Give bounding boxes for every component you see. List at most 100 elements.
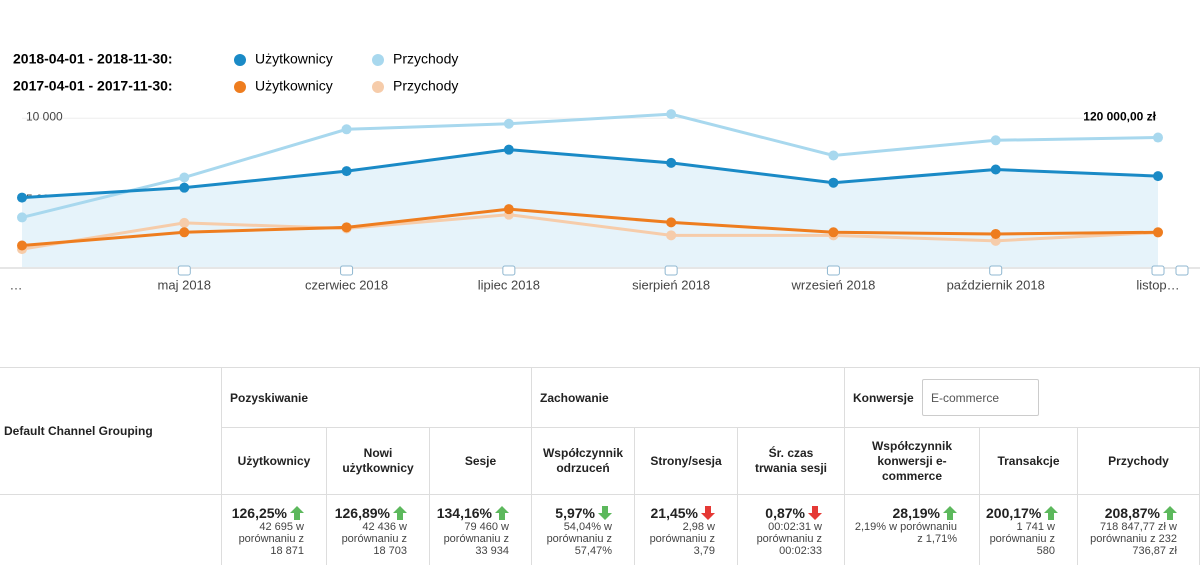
legend-label: Przychody: [393, 51, 458, 67]
change-detail: 2,98 w porównaniu z 3,79: [649, 521, 715, 557]
point: [828, 177, 839, 188]
point: [503, 118, 514, 129]
data-cell: 28,19% 2,19% w porównaniu z 1,71%: [845, 495, 980, 565]
point: [341, 222, 352, 233]
change-value: 0,87%: [765, 505, 805, 521]
trend-arrow: [1163, 506, 1177, 520]
x-tick-label: maj 2018: [158, 277, 211, 292]
data-cell: 5,97% 54,04% w porównaniu z 57,47%: [532, 495, 635, 565]
trend-arrow: [598, 506, 612, 520]
change-detail: 54,04% w porównaniu z 57,47%: [546, 521, 612, 557]
x-tick-label: lipiec 2018: [478, 277, 540, 292]
annotation-icon: [177, 265, 191, 276]
value-line: 126,25%: [228, 505, 304, 521]
arrow-shape: [598, 506, 612, 520]
data-cell: 126,25% 42 695 w porównaniu z 18 871: [222, 495, 327, 565]
change-value: 5,97%: [555, 505, 595, 521]
point: [666, 217, 677, 228]
legend-label: Użytkownicy: [255, 51, 333, 67]
x-tick-label: październik 2018: [947, 277, 1045, 292]
annotation-icon: [989, 265, 1003, 276]
dropdown[interactable]: E-commerce: [922, 379, 1039, 416]
x-tick-label: sierpień 2018: [632, 277, 710, 292]
data-cell: 208,87% 718 847,77 zł w porównaniu z 232 …: [1078, 495, 1200, 565]
data-row-label: [0, 495, 222, 565]
group-header: Zachowanie: [532, 368, 845, 428]
trend-arrow: [393, 506, 407, 520]
arrow-shape: [1044, 506, 1059, 520]
x-tick-label: czerwiec 2018: [305, 277, 388, 292]
line: [21, 207, 1159, 248]
data-cell: 126,89% 42 436 w porównaniu z 18 703: [327, 495, 430, 565]
column-header: Sesje: [430, 428, 532, 495]
arrow-shape: [943, 506, 957, 520]
group-label: Pozyskiwanie: [230, 390, 309, 405]
point: [1153, 227, 1163, 238]
legend-label: Przychody: [393, 78, 458, 94]
point: [1153, 171, 1163, 182]
change-value: 134,16%: [436, 505, 492, 521]
column-header: Użytkownicy: [222, 428, 327, 495]
value-line: 126,89%: [333, 505, 407, 521]
column-header: Transakcje: [980, 428, 1078, 495]
point: [179, 227, 190, 238]
point: [990, 228, 1001, 239]
group-header: Pozyskiwanie: [222, 368, 532, 428]
column-header: Nowi użytkownicy: [327, 428, 430, 495]
point: [341, 124, 352, 135]
change-value: 126,89%: [334, 505, 390, 521]
column-header: Przychody: [1078, 428, 1200, 495]
trend-arrow: [495, 506, 509, 520]
x-tick-label: listop…: [1136, 277, 1179, 292]
column-header: Śr. czas trwania sesji: [738, 428, 845, 495]
data-cell: 21,45% 2,98 w porównaniu z 3,79: [635, 495, 738, 565]
x-tick-label: wrzesień 2018: [791, 277, 876, 292]
point: [990, 164, 1001, 175]
value-line: 134,16%: [436, 505, 509, 521]
change-value: 28,19%: [892, 505, 940, 521]
change-detail: 718 847,77 zł w porównaniu z 232 736,87 …: [1090, 521, 1177, 557]
table: Default Channel Grouping Pozyskiwanie Użyt…: [0, 367, 1200, 565]
legend-swatch: [234, 54, 246, 66]
annotation-icon: [502, 265, 516, 276]
point: [503, 144, 514, 155]
value-line: 21,45%: [641, 505, 715, 521]
y2-tick-label: 120 000,00 zł: [1083, 109, 1156, 123]
point: [1153, 132, 1163, 143]
group-label: Konwersje: [853, 390, 914, 405]
annotation-icon: [826, 265, 840, 276]
point: [828, 150, 839, 161]
change-value: 208,87%: [1104, 505, 1160, 521]
trend-arrow: [290, 506, 304, 520]
annotation-icon: [1151, 265, 1165, 276]
arrow-shape: [495, 506, 509, 520]
group-label: Zachowanie: [540, 390, 609, 405]
data-cell: 0,87% 00:02:31 w porównaniu z 00:02:33: [738, 495, 845, 565]
change-detail: 42 436 w porównaniu z 18 703: [341, 521, 407, 557]
x-tick-label: …: [10, 277, 23, 292]
change-detail: 2,19% w porównaniu z 1,71%: [854, 521, 957, 545]
point: [17, 240, 27, 251]
point: [503, 204, 514, 215]
annotation-icon: [1175, 265, 1189, 276]
column-header: Współczynnik odrzuceń: [532, 428, 635, 495]
trend-arrow: [808, 506, 822, 520]
point: [990, 235, 1001, 246]
change-detail: 42 695 w porównaniu z 18 871: [238, 521, 304, 557]
annotation-icon: [340, 265, 354, 276]
legend-label: Użytkownicy: [255, 78, 333, 94]
point: [666, 109, 677, 120]
legend-swatch: [372, 54, 384, 66]
point: [828, 227, 839, 238]
legend-swatch: [234, 81, 246, 93]
chart: 2018-04-01 - 2018-11-30: Użytkownicy Przyc…: [0, 51, 1200, 292]
legend-period: 2017-04-01 - 2017-11-30:: [13, 78, 173, 94]
y-tick-label: 10 000: [26, 109, 63, 123]
change-detail: 00:02:31 w porównaniu z 00:02:33: [756, 521, 822, 557]
point: [990, 135, 1001, 146]
point: [17, 192, 27, 203]
change-detail: 1 741 w porównaniu z 580: [989, 521, 1055, 557]
change-value: 200,17%: [986, 505, 1042, 521]
change-value: 126,25%: [231, 505, 287, 521]
annotation-icon: [664, 265, 678, 276]
